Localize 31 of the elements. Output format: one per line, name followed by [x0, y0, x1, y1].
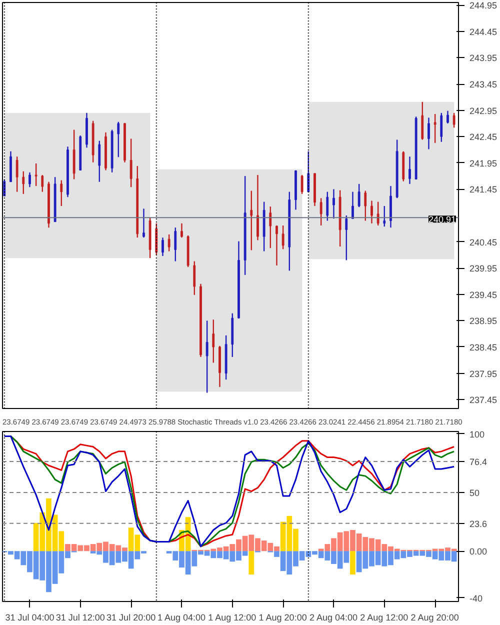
y-tick-label: 0.00	[470, 546, 488, 557]
y-tick-label: 244.45	[470, 26, 498, 37]
y-tick-label: 100	[470, 429, 485, 440]
y-tick-label: 242.45	[470, 132, 498, 142]
y-tick-label: 242.95	[470, 106, 498, 116]
y-tick-label: 244.95	[470, 0, 498, 11]
y-tick-label: 76.4	[470, 457, 488, 468]
y-tick-label: 238.95	[470, 316, 498, 326]
y-tick-label: 241.45	[470, 184, 498, 195]
x-tick-label: 31 Jul 20:00	[106, 612, 156, 622]
y-tick-label: 238.45	[470, 342, 498, 352]
x-tick-label: 1 Aug 12:00	[208, 612, 256, 622]
y-tick-label: 237.95	[470, 368, 498, 379]
x-tick-label: 2 Aug 20:00	[410, 612, 459, 622]
ref-line-label: 240.91	[428, 214, 456, 225]
x-tick-label: 31 Jul 12:00	[56, 612, 105, 622]
y-tick-label: 239.45	[470, 290, 498, 300]
x-tick-label: 1 Aug 20:00	[258, 612, 307, 622]
x-tick-label: 31 Jul 04:00	[5, 612, 54, 622]
y-tick-label: 243.45	[470, 80, 498, 90]
y-tick-label: 241.95	[470, 158, 498, 168]
x-tick-label: 1 Aug 04:00	[157, 612, 206, 622]
y-tick-label: 239.95	[470, 264, 498, 274]
y-tick-label: 50	[470, 488, 480, 498]
y-tick-label: 240.45	[470, 237, 498, 248]
y-tick-label: -40	[470, 593, 483, 604]
y-tick-label: 243.95	[470, 53, 498, 64]
y-tick-label: 23.6	[470, 518, 488, 529]
x-tick-label: 2 Aug 12:00	[360, 612, 408, 622]
x-tick-label: 2 Aug 04:00	[309, 612, 358, 622]
y-tick-label: 237.45	[470, 395, 498, 406]
